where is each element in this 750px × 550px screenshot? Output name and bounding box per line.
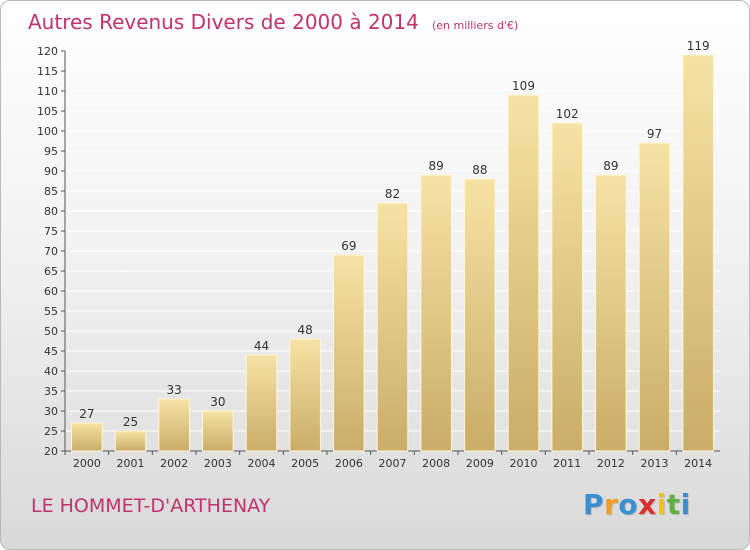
bar (158, 398, 190, 452)
bar-value-label: 82 (385, 187, 400, 201)
proxiti-logo[interactable]: Proxiti (583, 488, 691, 521)
y-tick-label: 55 (44, 305, 58, 318)
y-tick-label: 65 (44, 265, 58, 278)
bar (638, 142, 671, 452)
bar-value-label: 89 (603, 159, 618, 173)
y-tick-label: 30 (44, 405, 58, 418)
y-tick-label: 60 (44, 285, 58, 298)
y-tick-label: 95 (44, 145, 58, 158)
x-tick-label: 2007 (379, 457, 407, 470)
x-tick-label: 2004 (248, 457, 276, 470)
y-tick-label: 40 (44, 365, 58, 378)
logo-letter: x (638, 488, 657, 521)
x-tick-label: 2005 (291, 457, 319, 470)
bar-value-label: 44 (254, 339, 269, 353)
bar-value-label: 89 (429, 159, 444, 173)
bar-value-label: 48 (298, 323, 313, 337)
y-tick-label: 35 (44, 385, 58, 398)
y-tick-label: 75 (44, 225, 58, 238)
chart-title: Autres Revenus Divers de 2000 à 2014 (en… (28, 10, 518, 34)
y-tick-label: 20 (44, 445, 58, 458)
x-tick-label: 2008 (422, 457, 450, 470)
y-tick-label: 70 (44, 245, 58, 258)
bar (682, 54, 714, 452)
bar-value-label: 33 (167, 383, 182, 397)
bar (420, 174, 452, 452)
bar (202, 410, 234, 452)
logo-letter: t (666, 488, 681, 521)
bar (114, 430, 147, 452)
bar-value-label: 109 (512, 79, 535, 93)
logo-letter: i (656, 488, 667, 521)
commune-name: LE HOMMET-D'ARTHENAY (31, 495, 271, 517)
bar (333, 254, 365, 452)
bars (71, 54, 714, 452)
title-main: Autres Revenus Divers de 2000 à 2014 (28, 10, 419, 34)
y-tick-label: 110 (37, 85, 58, 98)
bar (289, 338, 321, 452)
y-tick-label: 100 (37, 125, 58, 138)
logo-letter: P (583, 488, 605, 521)
x-tick-label: 2012 (597, 457, 625, 470)
bar (376, 202, 409, 452)
bar (595, 174, 627, 452)
bar-value-label: 119 (687, 39, 710, 53)
x-tick-label: 2011 (553, 457, 581, 470)
x-tick-label: 2000 (73, 457, 101, 470)
y-tick-label: 120 (37, 45, 58, 58)
title-unit: (en milliers d'€) (431, 19, 519, 32)
bar-value-label: 27 (79, 407, 94, 421)
bar-value-label: 88 (472, 163, 487, 177)
bar-value-label: 69 (341, 239, 356, 253)
y-tick-label: 90 (44, 165, 58, 178)
x-tick-label: 2002 (160, 457, 188, 470)
logo-letter: o (618, 488, 639, 521)
value-labels: 27 25 33 30 44 48 69 82 89 88 109 102 89 97 119 (79, 39, 709, 429)
logo-letter: i (680, 488, 691, 521)
bar (71, 422, 103, 452)
x-tick-label: 2001 (117, 457, 145, 470)
x-tick-label: 2010 (510, 457, 538, 470)
bar-value-label: 102 (556, 107, 579, 121)
bar-value-label: 25 (123, 415, 138, 429)
bar (245, 354, 278, 452)
bar (551, 122, 583, 452)
bar (464, 178, 496, 452)
y-tick-label: 85 (44, 185, 58, 198)
logo-letter: r (604, 488, 619, 521)
y-tick-label: 105 (37, 105, 58, 118)
y-tick-label: 25 (44, 425, 58, 438)
bar-value-label: 30 (210, 395, 225, 409)
y-tick-label: 115 (37, 65, 58, 78)
x-tick-label: 2006 (335, 457, 363, 470)
y-tick-label: 80 (44, 205, 58, 218)
x-tick-label: 2013 (641, 457, 669, 470)
x-tick-label: 2003 (204, 457, 232, 470)
y-tick-label: 45 (44, 345, 58, 358)
x-tick-label: 2014 (684, 457, 712, 470)
x-tick-label: 2009 (466, 457, 494, 470)
y-tick-label: 50 (44, 325, 58, 338)
bar (507, 94, 540, 452)
bar-value-label: 97 (647, 127, 662, 141)
